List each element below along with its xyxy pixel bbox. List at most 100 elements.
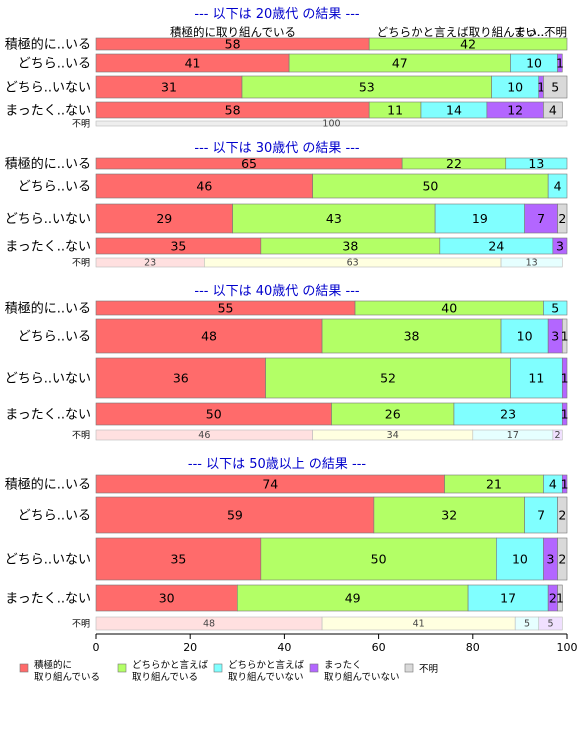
data-label: 12 — [507, 103, 523, 118]
data-label: 2 — [558, 552, 566, 567]
unknown-row-label: 不明 — [72, 119, 90, 130]
row-label: どちら..いる — [18, 180, 91, 195]
bar-segment — [232, 203, 436, 234]
data-label: 50 — [371, 552, 387, 567]
unknown-row-label: 不明 — [72, 258, 90, 269]
row-label: 積極的に..いる — [5, 477, 91, 493]
bar-segment — [237, 584, 469, 612]
data-label: 38 — [342, 239, 358, 254]
bar-segment — [505, 157, 568, 170]
data-label: 29 — [156, 211, 172, 226]
bar-segment — [312, 173, 549, 199]
data-label: 5 — [551, 301, 559, 316]
data-label: 3 — [556, 239, 564, 254]
data-label: 17 — [507, 430, 519, 441]
bar-segment — [467, 584, 549, 612]
data-label: 1 — [561, 477, 569, 492]
x-tick-label: 80 — [466, 641, 480, 654]
data-label: 5 — [547, 619, 553, 630]
data-label: 58 — [225, 37, 241, 52]
legend-label: 積極的に — [34, 659, 72, 671]
data-label: 10 — [507, 80, 523, 95]
bar-segment — [547, 173, 568, 199]
data-label: 14 — [446, 103, 462, 118]
legend-label: どちらかと言えば — [132, 659, 209, 671]
data-label: 48 — [203, 619, 215, 630]
data-label: 46 — [198, 430, 210, 441]
row-label: どちら..いる — [18, 57, 91, 72]
data-label: 31 — [161, 80, 177, 95]
row-label: どちら..いない — [5, 553, 91, 568]
panel-title: --- 以下は 30歳代 の結果 --- — [194, 141, 360, 156]
data-label: 41 — [413, 619, 425, 630]
panel-title: --- 以下は 50歳以上 の結果 --- — [188, 457, 367, 472]
legend-label: 取り組んでいる — [132, 671, 198, 683]
data-label: 17 — [500, 591, 516, 606]
data-label: 2 — [558, 211, 566, 226]
unknown-row-label: 不明 — [72, 430, 90, 441]
data-label: 55 — [218, 301, 234, 316]
bar-segment — [95, 496, 375, 534]
panel-title: --- 以下は 40歳代 の結果 --- — [194, 284, 360, 299]
x-tick-label: 0 — [93, 641, 100, 654]
data-label: 4 — [554, 179, 562, 194]
data-label: 30 — [159, 591, 175, 606]
row-label: 積極的に..いる — [5, 301, 91, 317]
data-label: 53 — [359, 80, 375, 95]
row-label: どちら..いない — [5, 212, 91, 227]
data-label: 13 — [526, 258, 538, 269]
data-label: 23 — [500, 407, 516, 422]
row-label: 積極的に..いる — [5, 156, 91, 172]
data-label: 21 — [486, 477, 502, 492]
bar-segment — [561, 474, 568, 494]
data-label: 19 — [472, 211, 488, 226]
bar-segment — [552, 237, 568, 255]
legend-swatch — [19, 663, 29, 673]
data-label: 3 — [551, 329, 559, 344]
legend-label: 取り組んでいない — [228, 671, 304, 683]
data-label: 2 — [549, 591, 557, 606]
data-label: 1 — [556, 56, 564, 71]
data-label: 52 — [380, 371, 396, 386]
bar-segment — [557, 584, 563, 612]
data-label: 38 — [404, 329, 420, 344]
bar-segment — [543, 75, 568, 99]
legend-label: 不明 — [419, 664, 438, 675]
data-label: 23 — [144, 258, 156, 269]
data-label: 26 — [385, 407, 401, 422]
data-label: 50 — [422, 179, 438, 194]
bar-segment — [500, 318, 549, 354]
data-label: 10 — [526, 56, 542, 71]
data-label: 10 — [517, 329, 533, 344]
bar-segment — [557, 537, 568, 581]
bar-segment — [95, 357, 266, 399]
bar-segment — [260, 537, 497, 581]
data-label: 10 — [512, 552, 528, 567]
data-label: 58 — [225, 103, 241, 118]
legend-swatch — [404, 663, 414, 673]
data-label: 35 — [170, 239, 186, 254]
data-label: 11 — [387, 103, 403, 118]
data-label: 74 — [262, 477, 278, 492]
bar-segment — [500, 257, 563, 268]
data-label: 48 — [201, 329, 217, 344]
row-label: まったく..ない — [5, 240, 91, 255]
segment-header-label: どちらかと言えば取り組んでい... — [377, 25, 548, 39]
data-label: 1 — [561, 371, 569, 386]
bar-segment — [543, 101, 563, 119]
bar-segment — [557, 203, 568, 234]
row-label: どちら..いる — [18, 509, 91, 524]
data-label: 65 — [241, 156, 257, 171]
data-label: 59 — [227, 508, 243, 523]
data-label: 100 — [322, 119, 340, 130]
legend-label: 取り組んでいない — [324, 671, 400, 683]
panel-title: --- 以下は 20歳代 の結果 --- — [194, 7, 360, 22]
bar-segment — [95, 537, 262, 581]
data-label: 2 — [555, 430, 561, 441]
row-label: どちら..いない — [5, 372, 91, 387]
bar-segment — [373, 496, 525, 534]
data-label: 42 — [460, 37, 476, 52]
bar-segment — [543, 300, 568, 316]
data-label: 63 — [347, 258, 359, 269]
